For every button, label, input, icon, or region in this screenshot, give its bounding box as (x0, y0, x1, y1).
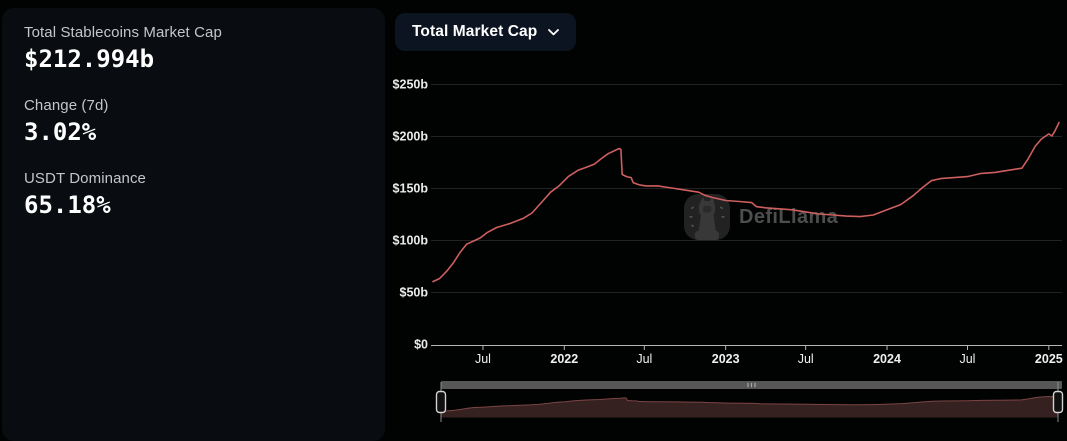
brush-handle-left[interactable] (435, 382, 447, 422)
stat-value: 3.02% (24, 118, 97, 146)
svg-text:$100b: $100b (393, 234, 429, 248)
svg-text:2023: 2023 (712, 352, 740, 366)
stat-usdt-dominance: USDT Dominance 65.18% (24, 170, 363, 219)
svg-text:2024: 2024 (873, 352, 901, 366)
chevron-down-icon (548, 28, 560, 35)
brush-handle-right[interactable] (1052, 382, 1064, 422)
x-axis: Jul 2022 Jul 2023 Jul 2024 Jul 2025 (431, 345, 1063, 366)
svg-text:2025: 2025 (1035, 352, 1063, 366)
svg-text:Jul: Jul (798, 352, 814, 366)
grid-lines (431, 84, 1062, 293)
brush-scrollbar[interactable] (441, 381, 1062, 389)
svg-text:$150b: $150b (393, 182, 429, 196)
svg-text:Jul: Jul (475, 352, 491, 366)
svg-text:$200b: $200b (393, 130, 429, 144)
svg-text:$0: $0 (414, 338, 428, 352)
scrollbar-grip-icon (754, 382, 756, 388)
stats-panel: Total Stablecoins Market Cap $212.994b C… (2, 8, 385, 441)
stat-change-7d: Change (7d) 3.02% (24, 97, 363, 146)
brush-area-outline (440, 394, 1059, 412)
brush-area (441, 395, 1058, 418)
svg-text:$50b: $50b (400, 286, 429, 300)
svg-text:Jul: Jul (959, 352, 975, 366)
y-axis-labels: $0 $50b $100b $150b $200b $250b (393, 78, 429, 352)
scrollbar-grip-icon (747, 382, 749, 388)
svg-text:Jul: Jul (636, 352, 652, 366)
svg-text:2022: 2022 (550, 352, 578, 366)
stat-label: Total Stablecoins Market Cap (24, 24, 222, 41)
scrollbar-grip-icon (750, 382, 753, 388)
market-cap-line (432, 121, 1060, 283)
total-market-cap-button[interactable]: Total Market Cap (395, 13, 577, 51)
stat-label: Change (7d) (24, 97, 109, 114)
stat-value: 65.18% (24, 191, 111, 219)
chart-type-label: Total Market Cap (412, 23, 538, 40)
stat-total-market-cap: Total Stablecoins Market Cap $212.994b (24, 24, 363, 73)
svg-text:$250b: $250b (393, 78, 429, 92)
stat-label: USDT Dominance (24, 170, 147, 187)
stat-value: $212.994b (24, 45, 155, 73)
